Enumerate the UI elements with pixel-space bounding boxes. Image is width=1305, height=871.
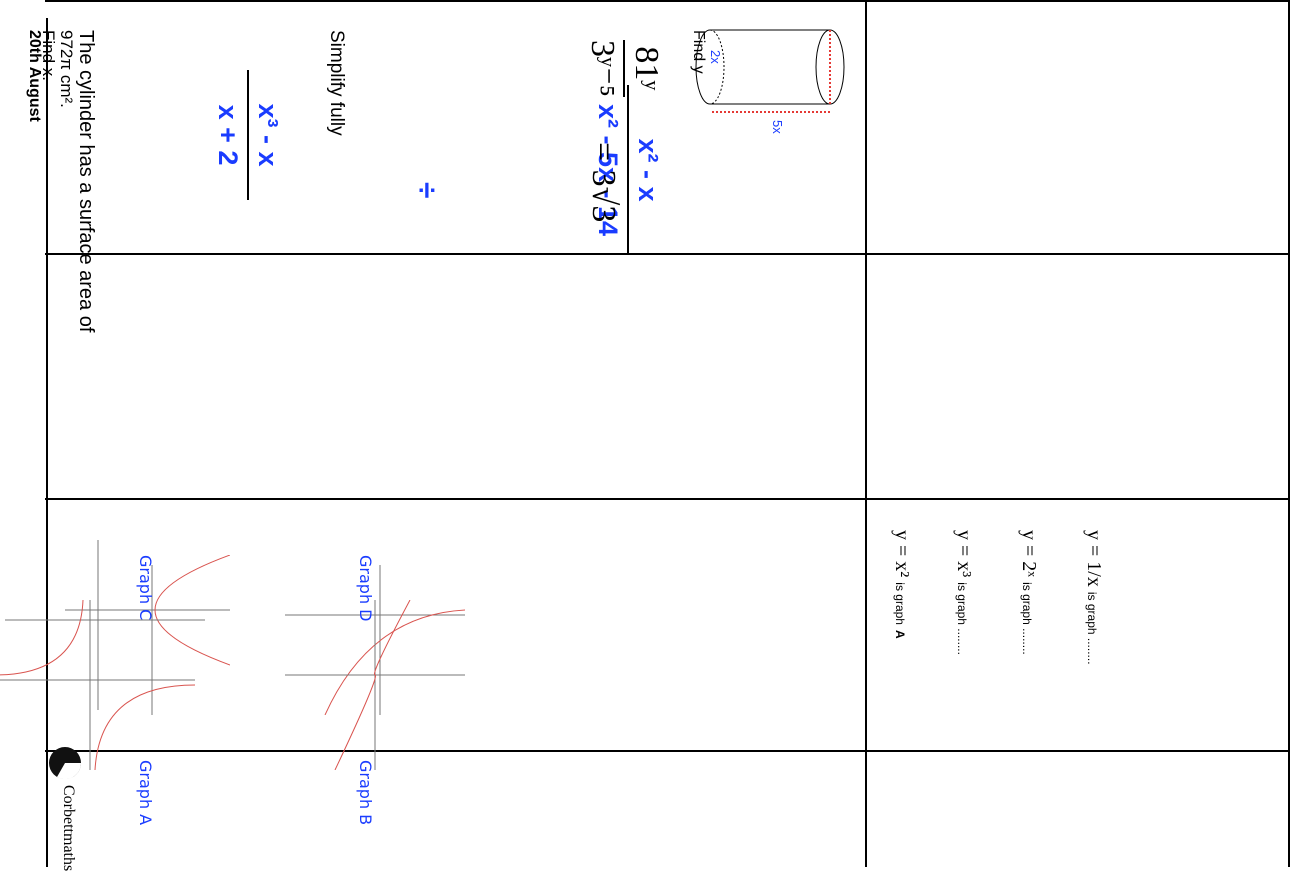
find-y-instruction: Find y (690, 30, 707, 74)
relation-4-eq: y = 1/x (1083, 530, 1105, 587)
exponent-bar (623, 40, 625, 97)
exponent-fraction: 81ʸ 3ʸ⁻⁵ (583, 40, 665, 97)
brand-mark-icon (49, 747, 82, 780)
graph-c-label: Graph C (136, 555, 155, 621)
cylinder-text-line2: 972π cm². (57, 30, 76, 108)
fraction-1-bar (247, 70, 249, 200)
relation-1-eq: y = x² (891, 530, 913, 578)
length-label: 5x (770, 120, 785, 134)
divide-sign: ÷ (410, 182, 443, 199)
relation-1-suffix: is graph (893, 582, 907, 625)
relation-3: y = 2ˣ is graph ........ (1017, 530, 1040, 655)
cylinder-text-line3: Find x. (39, 30, 58, 82)
relation-2-suffix: is graph ........ (955, 582, 969, 655)
equation-rhs: = 3√3 (585, 142, 622, 223)
graph-c-plot (0, 600, 195, 770)
cylinder-hidden-edge (709, 29, 725, 105)
cylinder-text-line1: The cylinder has a surface area of (75, 30, 97, 333)
graph-a (65, 555, 230, 715)
exponent-denominator: 3ʸ⁻⁵ (584, 40, 621, 97)
simplify-instruction: Simplify fully (326, 30, 347, 136)
row-divider-3 (45, 750, 1290, 752)
relation-4-suffix: is graph ........ (1085, 591, 1099, 665)
question-cylinder: The cylinder has a surface area of 972π … (39, 30, 97, 450)
frame-left (1288, 0, 1290, 867)
fraction-2-numerator: x² - x (633, 138, 663, 202)
relation-2: y = x³ is graph ........ (952, 530, 975, 655)
cylinder-outline (695, 29, 830, 105)
fraction-2-bar (627, 85, 629, 255)
relation-2-eq: y = x³ (953, 530, 975, 578)
brand-name: Corbettmaths (60, 785, 77, 871)
brand-logo: Corbettmaths (42, 745, 83, 871)
fraction-1-numerator: x³ - x (253, 103, 283, 167)
relation-1-answer: A (893, 629, 907, 639)
row-divider-1 (45, 253, 1290, 255)
graph-d (285, 600, 465, 770)
cylinder-diagram (695, 29, 845, 113)
row-divider-2 (45, 498, 1290, 500)
graph-c (5, 540, 205, 710)
graph-d-label: Graph D (356, 555, 375, 622)
relation-4: y = 1/x is graph ........ (1082, 530, 1105, 665)
relation-3-suffix: is graph ........ (1020, 582, 1034, 655)
relation-1: y = x² is graph A (890, 530, 913, 639)
relation-3-eq: y = 2ˣ (1018, 530, 1040, 578)
exponent-numerator: 81ʸ (628, 46, 665, 91)
frame-top (45, 0, 1290, 2)
fraction-1: x³ - x x + 2 (211, 70, 285, 200)
diameter-label: 2x (708, 50, 723, 64)
fraction-1-denominator: x + 2 (213, 104, 243, 166)
